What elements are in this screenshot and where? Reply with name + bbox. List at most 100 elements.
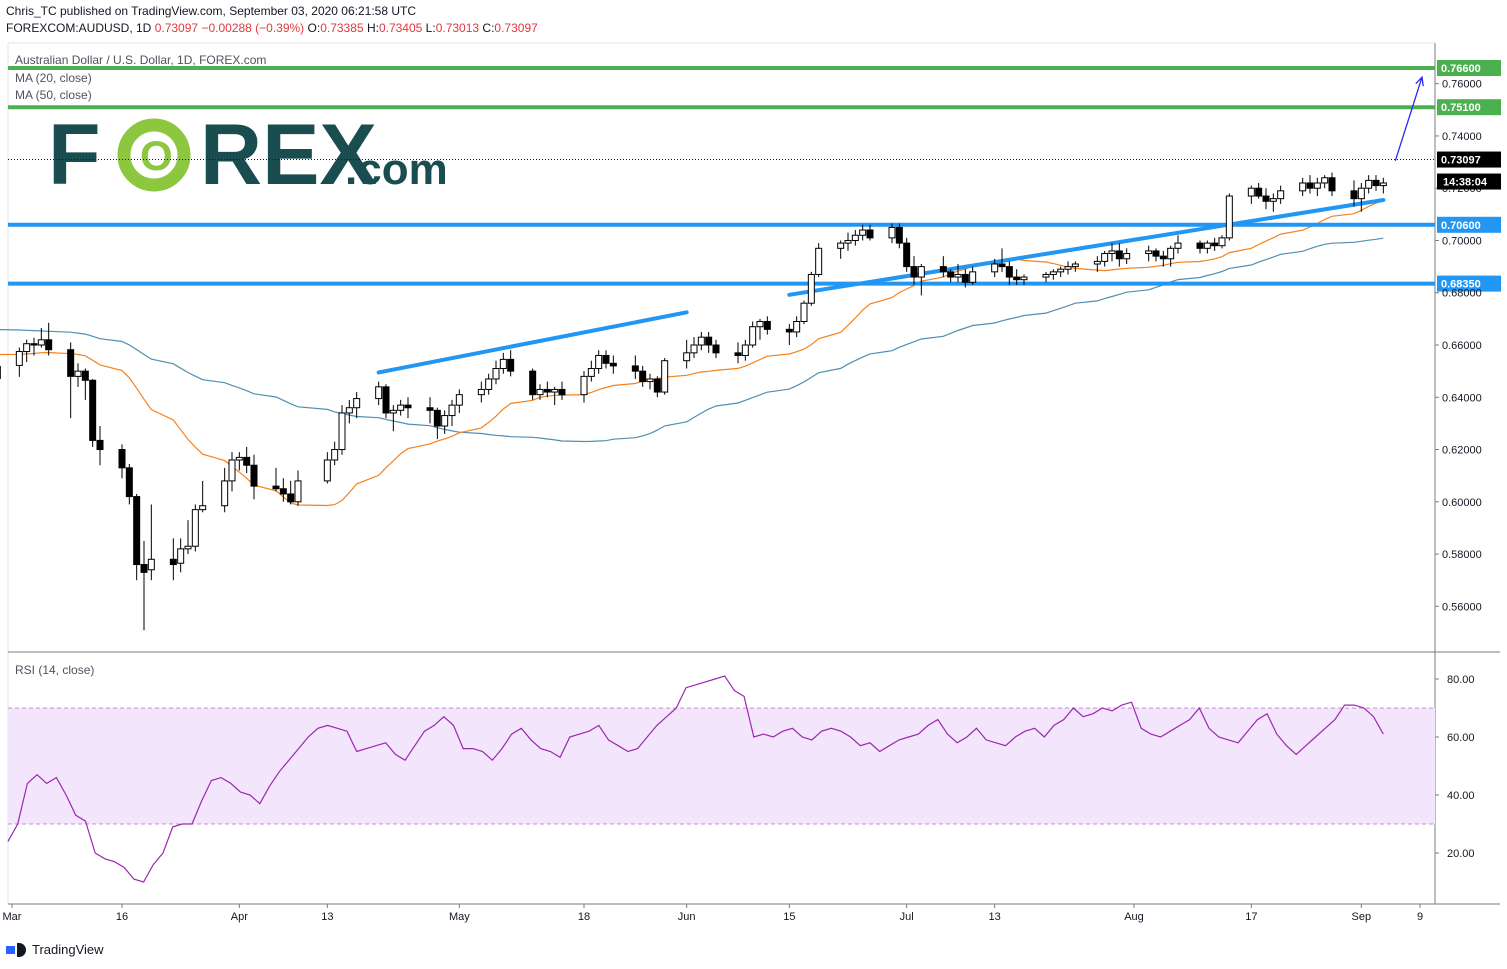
projection-arrow-head [1415, 75, 1424, 87]
candle-body [177, 548, 185, 564]
price-tick-label: 0.60000 [1442, 497, 1482, 509]
logo-o-icon: O [117, 118, 191, 192]
footer-brand[interactable]: TradingView [6, 942, 104, 957]
candle-body [653, 378, 661, 393]
candle-body [602, 354, 610, 364]
candle-body [1255, 187, 1263, 197]
candle-body [477, 388, 485, 396]
candle-body [228, 459, 236, 482]
ma50-legend[interactable]: MA (50, close) [15, 88, 92, 102]
trendlines[interactable] [376, 197, 1386, 375]
candle-body [866, 229, 874, 239]
candle-body [1167, 247, 1175, 260]
candle-body [1203, 242, 1211, 249]
price-tick-label: 0.66000 [1442, 340, 1482, 352]
horizontal-levels[interactable]: 0.76600 0.75100 0.70600 0.68350 [8, 60, 1501, 292]
price-tick-label: 0.68000 [1442, 288, 1482, 300]
candle-body [169, 558, 177, 566]
candle-body [323, 459, 331, 482]
candle-body [543, 388, 551, 393]
candle-body [998, 263, 1006, 268]
level-tag-bg [1437, 60, 1501, 76]
price-axis[interactable]: 0.760000.740000.720000.700000.680000.660… [1435, 79, 1482, 860]
candle-body [287, 493, 295, 503]
price-tick-label: 0.74000 [1442, 131, 1482, 143]
candle-body [331, 449, 339, 461]
candle-body [1277, 190, 1285, 200]
rsi-tick-label: 20.00 [1447, 848, 1475, 860]
candle-body [529, 370, 537, 396]
candle-body [587, 368, 595, 377]
candle-body [734, 352, 742, 356]
candle-body [1365, 179, 1373, 189]
candle-body [37, 339, 45, 346]
rsi-band-fill [8, 708, 1435, 824]
candle-body [1321, 177, 1329, 184]
candle-body [1159, 255, 1167, 260]
candle-body [448, 404, 456, 417]
candle-body [793, 320, 801, 333]
trendline-1 [376, 310, 689, 375]
ohlc-line: FOREXCOM:AUDUSD, 1D 0.73097 −0.00288 (−0… [6, 21, 538, 35]
logo-com: .com [345, 145, 448, 194]
tradingview-logo-icon [6, 942, 28, 957]
ma20-legend[interactable]: MA (20, close) [15, 71, 92, 85]
candle-body [1313, 182, 1321, 189]
time-axis[interactable]: Mar 16 Apr 13 May 18 Jun 15 Jul 13 Aug 17 Sep 9 [3, 904, 1424, 923]
time-tick-label: Jun [678, 911, 696, 923]
candle-body [1357, 187, 1365, 200]
level-tag-bg [1437, 99, 1501, 116]
ma50-line [0, 237, 1384, 443]
candle-body [294, 480, 302, 503]
candle-body [272, 485, 280, 490]
candle-body [118, 449, 126, 469]
rsi-line [7, 675, 1384, 883]
candle-body [1071, 263, 1079, 268]
candle-body [939, 266, 947, 273]
candle-body [910, 266, 918, 278]
price-change: −0.00288 (−0.39%) [201, 21, 305, 35]
candle-body [903, 242, 911, 268]
rsi-path [7, 675, 1384, 883]
time-tick-label: 13 [989, 911, 1001, 923]
rsi-tick-label: 60.00 [1447, 732, 1475, 744]
publisher-text: Chris_TC published on TradingView.com, S… [6, 4, 417, 18]
candle-body [235, 456, 243, 461]
candle-body [954, 273, 962, 278]
candle-body [338, 412, 346, 451]
candle-body [595, 354, 603, 370]
candle-body [851, 234, 859, 241]
logo-rex: REX [200, 107, 377, 203]
candle-body [96, 439, 104, 451]
candle-body [492, 368, 500, 380]
candle-body [1042, 273, 1050, 278]
candle-body [1108, 250, 1116, 255]
countdown-tag-bg [1437, 173, 1501, 190]
candle-body [741, 344, 749, 356]
projection-arrow-line [1394, 76, 1423, 161]
candle-body [243, 456, 251, 466]
candle-body [991, 263, 999, 273]
candle-body [199, 505, 207, 511]
candle-body [1013, 276, 1021, 281]
candle-body [404, 404, 412, 409]
candle-body [221, 480, 229, 507]
candle-body [125, 467, 133, 498]
candle-body [133, 496, 141, 566]
candle-body [89, 379, 97, 441]
candle-body [389, 409, 397, 414]
candle-body [1247, 187, 1255, 197]
current-price-tag: 0.73097 [1441, 155, 1481, 167]
candle-body [353, 398, 361, 409]
footer-brand-label: TradingView [32, 942, 104, 957]
candle-body [1328, 177, 1336, 192]
price-tick-label: 0.56000 [1442, 601, 1482, 613]
candle-body [1152, 250, 1160, 257]
candle-body [1123, 253, 1131, 260]
time-tick-label: May [449, 911, 470, 923]
candle-body [1005, 266, 1013, 278]
rsi-legend[interactable]: RSI (14, close) [15, 663, 95, 677]
level-tag-0.76600: 0.76600 [1441, 63, 1481, 75]
chart-title[interactable]: Australian Dollar / U.S. Dollar, 1D, FOR… [15, 53, 267, 67]
